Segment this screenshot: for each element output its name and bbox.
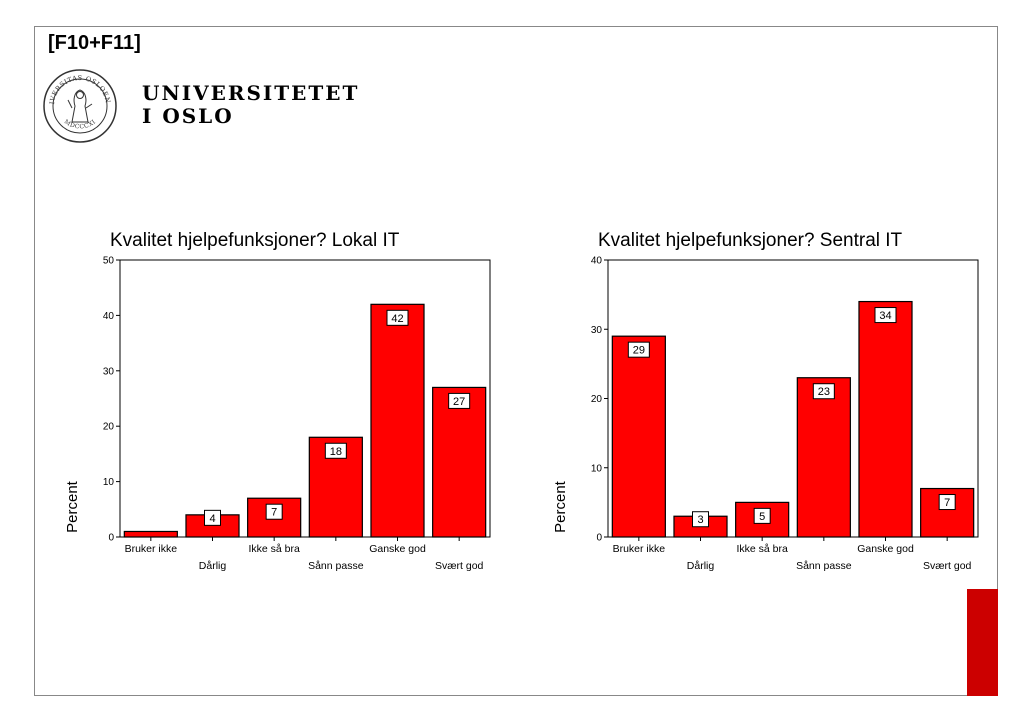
- data-label-box: [812, 383, 835, 400]
- category-label: Ikke så bra: [736, 543, 788, 555]
- chart-sentral-it-svg: Kvalitet hjelpefunksjoner? Sentral IT 0 10…: [552, 230, 979, 572]
- data-label-box: [874, 307, 897, 324]
- chart-title: Kvalitet hjelpefunksjoner? Sentral IT: [598, 230, 903, 251]
- category-label: Ikke så bra: [248, 543, 300, 555]
- category-label: Ganske god: [369, 543, 426, 555]
- bar: [858, 300, 913, 538]
- bar: [611, 335, 666, 538]
- category-label: Bruker ikke: [613, 543, 666, 555]
- y-tick-label: 30: [103, 366, 115, 377]
- data-label-box: [324, 442, 347, 459]
- data-label: 42: [391, 313, 403, 325]
- bar: [123, 530, 178, 538]
- y-tick-label: 10: [591, 463, 603, 474]
- bar: [432, 386, 487, 538]
- y-tick-label: 10: [103, 477, 115, 488]
- category-label: Dårlig: [199, 560, 227, 572]
- chart-title: Kvalitet hjelpefunksjoner? Lokal IT: [110, 230, 400, 251]
- data-label: 18: [330, 446, 342, 458]
- university-name: UNIVERSITETET I OSLO: [142, 82, 359, 128]
- category-label: Dårlig: [687, 560, 715, 572]
- y-tick-label: 50: [103, 256, 115, 267]
- university-name-line1: UNIVERSITETET: [142, 81, 360, 105]
- data-label: 5: [759, 511, 765, 523]
- slide-frame: [34, 26, 998, 696]
- category-label: Sånn passe: [796, 560, 852, 572]
- chart-sentral-it: Kvalitet hjelpefunksjoner? Sentral IT 0 10…: [550, 222, 980, 587]
- university-seal-logo: UNIVERSITAS OSLOENSIS MDCCCXI: [42, 68, 117, 143]
- data-label: 7: [944, 497, 950, 509]
- category-label: Svært god: [923, 560, 972, 572]
- data-label-box: [938, 494, 956, 511]
- chart-lokal-it-svg: Kvalitet hjelpefunksjoner? Lokal IT 0 10 20…: [64, 230, 491, 572]
- data-label: 34: [879, 310, 891, 322]
- y-tick-label: 40: [591, 256, 603, 267]
- y-tick-label: 20: [103, 422, 115, 433]
- data-label: 3: [697, 514, 703, 526]
- data-label: 23: [818, 386, 830, 398]
- category-label: Ganske god: [857, 543, 914, 555]
- category-label: Svært god: [435, 560, 484, 572]
- plot-frame: [119, 259, 491, 538]
- y-tick-label: 30: [591, 325, 603, 336]
- y-tick-label: 0: [596, 533, 602, 544]
- y-tick-label: 0: [108, 533, 114, 544]
- data-label: 4: [209, 513, 215, 525]
- chart-lokal-it: Kvalitet hjelpefunksjoner? Lokal IT 0 10 20…: [62, 222, 492, 587]
- bar: [370, 303, 425, 538]
- slide-code: [F10+F11]: [48, 32, 141, 54]
- data-label-box: [265, 503, 283, 520]
- category-label: Bruker ikke: [125, 543, 178, 555]
- y-tick-label: 20: [591, 394, 603, 405]
- data-label: 27: [453, 396, 465, 408]
- university-name-line2: I OSLO: [142, 104, 234, 128]
- svg-text:MDCCCXI: MDCCCXI: [63, 118, 98, 130]
- y-tick-label: 40: [103, 311, 115, 322]
- y-axis-title: Percent: [64, 480, 81, 533]
- data-label-box: [627, 341, 650, 358]
- accent-tab: [967, 589, 998, 696]
- svg-text:UNIVERSITAS OSLOENSIS: UNIVERSITAS OSLOENSIS: [42, 68, 112, 105]
- bar: [796, 377, 851, 538]
- category-label: Sånn passe: [308, 560, 364, 572]
- data-label-box: [386, 309, 409, 326]
- data-label-box: [692, 511, 709, 528]
- data-label: 29: [633, 345, 645, 357]
- data-label-box: [753, 507, 771, 524]
- data-label-box: [204, 509, 221, 526]
- y-axis-title: Percent: [552, 480, 569, 533]
- data-label: 7: [271, 507, 277, 519]
- data-label-box: [448, 392, 471, 409]
